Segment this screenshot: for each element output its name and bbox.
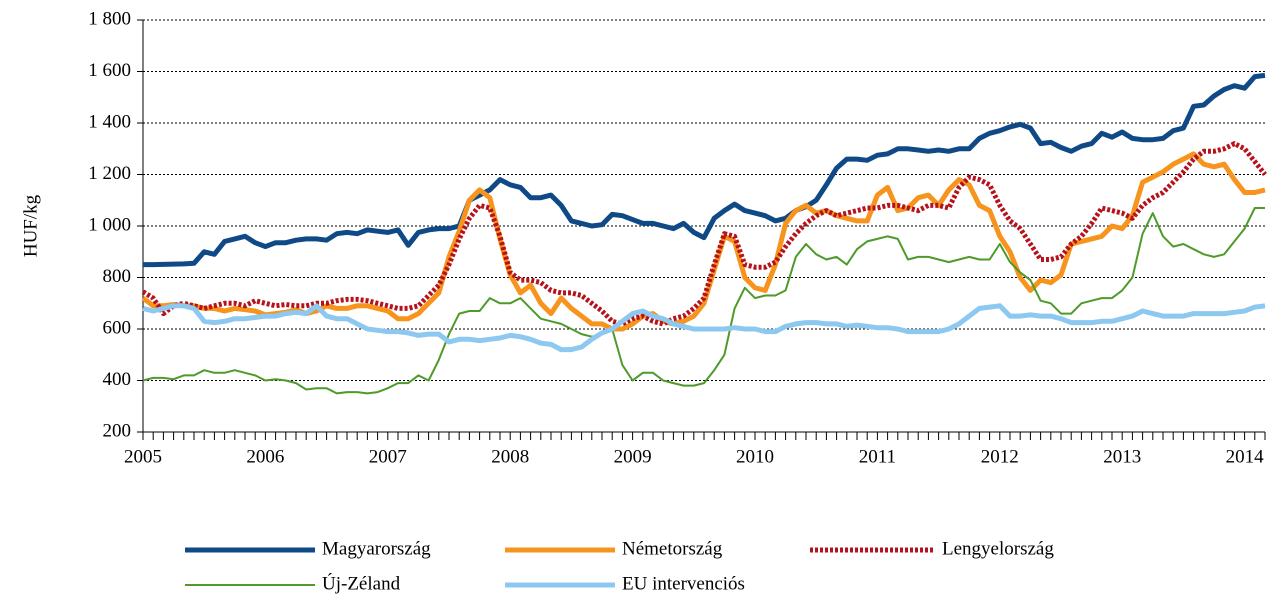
series-line bbox=[142, 303, 1266, 353]
y-tick-label: 1 000 bbox=[88, 214, 131, 235]
y-tick-label: 600 bbox=[103, 317, 132, 338]
y-axis-label: HUF/kg bbox=[20, 194, 41, 257]
x-tick-label: 2011 bbox=[859, 446, 896, 467]
legend-label: Németország bbox=[622, 538, 723, 559]
x-tick-label: 2014 bbox=[1226, 446, 1265, 467]
y-tick-label: 1 200 bbox=[88, 163, 131, 184]
y-tick-label: 1 800 bbox=[88, 8, 131, 29]
legend-label: Új-Zéland bbox=[322, 572, 401, 594]
y-tick-label: 400 bbox=[103, 369, 132, 390]
x-tick-label: 2007 bbox=[369, 446, 407, 467]
legend-label: EU intervenciós bbox=[622, 573, 745, 594]
series-line bbox=[141, 151, 1266, 332]
series-line bbox=[143, 72, 1266, 268]
x-tick-label: 2006 bbox=[246, 446, 284, 467]
legend-label: Lengyelország bbox=[942, 538, 1054, 559]
series-line bbox=[142, 207, 1265, 395]
y-tick-label: 1 600 bbox=[88, 60, 131, 81]
legend-label: Magyarország bbox=[322, 538, 431, 559]
x-tick-label: 2005 bbox=[124, 446, 162, 467]
y-tick-label: 200 bbox=[103, 420, 132, 441]
x-tick-label: 2010 bbox=[736, 446, 774, 467]
series-line bbox=[141, 141, 1267, 327]
x-tick-label: 2013 bbox=[1103, 446, 1141, 467]
x-tick-label: 2012 bbox=[981, 446, 1019, 467]
x-tick-label: 2009 bbox=[614, 446, 652, 467]
y-tick-label: 800 bbox=[103, 266, 132, 287]
x-tick-label: 2008 bbox=[491, 446, 529, 467]
y-tick-label: 1 400 bbox=[88, 111, 131, 132]
